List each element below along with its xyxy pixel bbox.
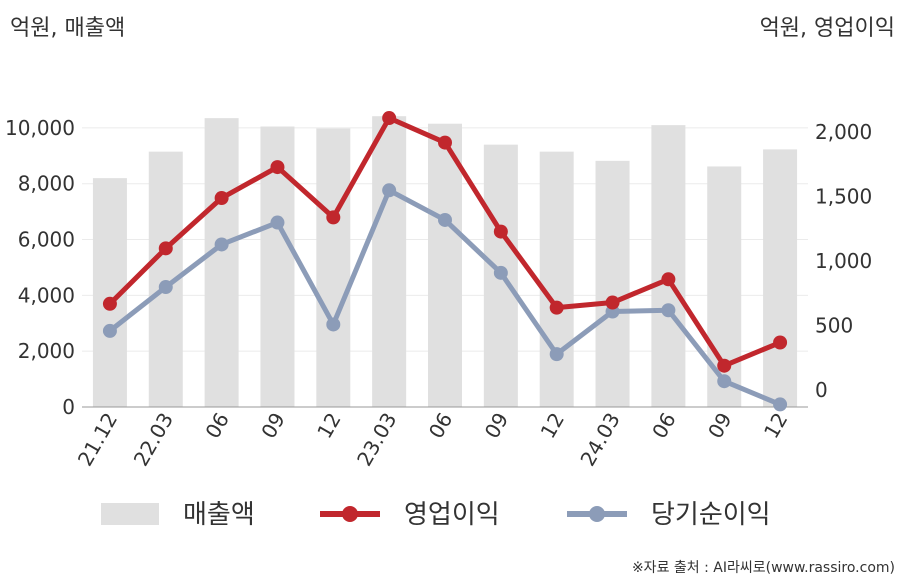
- legend-swatch-net-marker: [589, 506, 605, 522]
- right-tick-label: 0: [815, 378, 828, 402]
- legend: 매출액 영업이익 당기순이익: [101, 500, 771, 530]
- source-note: ※자료 출처 : AI라씨로(www.rassiro.com): [632, 560, 895, 576]
- point-net-income: [717, 374, 732, 389]
- point-net-income: [270, 215, 285, 230]
- legend-swatch-operating-marker: [342, 506, 358, 522]
- point-operating-profit: [270, 160, 285, 175]
- point-operating-profit: [214, 191, 229, 206]
- right-axis-unit: 억원, 영업이익: [760, 16, 895, 41]
- point-operating-profit: [158, 241, 173, 256]
- x-tick-label: 06: [647, 409, 681, 443]
- x-tick-label: 12: [312, 409, 346, 443]
- x-tick-label: 06: [424, 409, 458, 443]
- bar-revenue: [428, 123, 462, 408]
- point-operating-profit: [382, 111, 397, 126]
- point-operating-profit: [661, 272, 676, 287]
- bar-revenue: [595, 160, 630, 407]
- left-axis-unit: 억원, 매출액: [10, 16, 125, 41]
- point-operating-profit: [773, 335, 788, 350]
- point-net-income: [493, 265, 508, 280]
- point-operating-profit: [102, 296, 117, 311]
- point-net-income: [326, 317, 341, 332]
- bar-revenue: [372, 116, 407, 408]
- left-tick-label: 6,000: [18, 228, 75, 252]
- bar-revenue: [651, 125, 686, 408]
- legend-swatch-revenue: [101, 503, 159, 525]
- x-tick-label: 12: [759, 409, 793, 443]
- point-net-income: [214, 237, 229, 252]
- x-axis-ticks: 21.12 22.03 06 09 12 23.03 06 09 12 24.03 06 09 12: [73, 409, 793, 471]
- right-tick-label: 1,500: [815, 185, 872, 209]
- right-axis-ticks: 0 500 1,000 1,500 2,000: [815, 120, 872, 402]
- point-net-income: [438, 212, 452, 227]
- right-tick-label: 500: [815, 314, 853, 338]
- x-tick-label: 09: [480, 409, 514, 443]
- point-net-income: [549, 347, 564, 362]
- legend-label-revenue: 매출액: [183, 500, 255, 530]
- x-tick-label: 09: [703, 409, 737, 443]
- point-operating-profit: [438, 135, 452, 150]
- x-tick-label: 09: [256, 409, 290, 443]
- right-tick-label: 1,000: [815, 249, 872, 273]
- point-net-income: [661, 303, 676, 318]
- legend-label-operating-profit: 영업이익: [404, 500, 500, 530]
- legend-label-net-income: 당기순이익: [651, 500, 771, 530]
- point-operating-profit: [549, 300, 564, 315]
- x-tick-label: 23.03: [352, 409, 401, 471]
- bar-revenue: [539, 151, 574, 407]
- bar-revenue: [316, 128, 351, 407]
- point-operating-profit: [326, 210, 341, 225]
- right-tick-label: 2,000: [815, 120, 872, 144]
- point-net-income: [158, 280, 173, 295]
- point-net-income: [773, 397, 788, 412]
- left-tick-label: 8,000: [18, 172, 75, 196]
- left-tick-label: 4,000: [18, 283, 75, 307]
- x-tick-label: 24.03: [575, 409, 624, 471]
- point-operating-profit: [717, 358, 732, 373]
- bar-revenue: [763, 149, 798, 407]
- x-tick-label: 21.12: [73, 409, 122, 471]
- point-operating-profit: [493, 224, 508, 239]
- bar-revenue: [204, 118, 239, 408]
- left-tick-label: 0: [62, 395, 75, 419]
- x-tick-label: 12: [536, 409, 570, 443]
- point-operating-profit: [605, 295, 620, 310]
- x-tick-label: 06: [200, 409, 234, 443]
- line-series: [102, 111, 788, 412]
- left-tick-label: 2,000: [18, 339, 75, 363]
- point-net-income: [102, 323, 117, 338]
- left-axis-ticks: 0 2,000 4,000 6,000 8,000 10,000: [5, 116, 75, 419]
- left-tick-label: 10,000: [5, 116, 75, 140]
- point-net-income: [382, 183, 397, 198]
- x-tick-label: 22.03: [129, 409, 178, 471]
